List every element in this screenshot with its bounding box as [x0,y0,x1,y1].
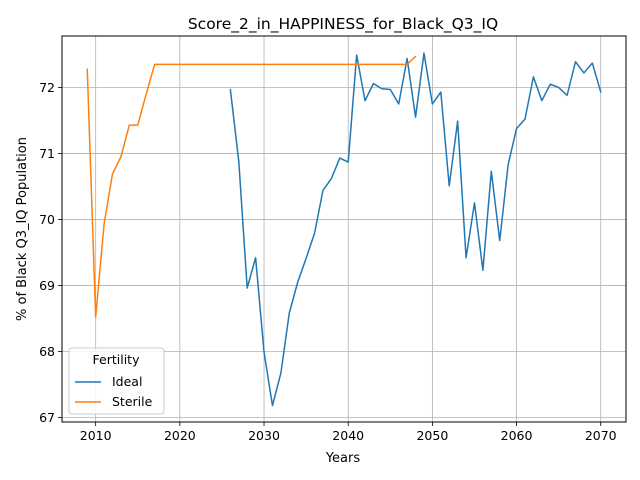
x-tick-label: 2030 [248,428,280,443]
x-tick-label: 2020 [164,428,196,443]
y-tick-label: 70 [39,212,55,227]
legend-box [68,347,165,415]
y-tick-label: 67 [39,410,55,425]
plot-frame [61,35,627,423]
x-tick-label: 2010 [80,428,112,443]
y-tick-label: 68 [39,344,55,359]
y-axis: 67 68 69 70 71 72 [39,80,62,425]
y-tick-label: 72 [39,80,55,95]
x-tick-label: 2050 [416,428,448,443]
x-tick-label: 2040 [332,428,364,443]
legend: Fertility Ideal Sterile [68,347,165,415]
series-line-ideal [229,52,602,407]
legend-entry-ideal: Ideal [112,374,142,389]
series-line-sterile [86,55,417,318]
x-tick-label: 2060 [501,428,533,443]
legend-entry-sterile: Sterile [112,394,153,409]
x-tick-label: 2070 [585,428,617,443]
series-layer [86,52,602,407]
y-tick-label: 69 [39,278,55,293]
y-axis-label: % of Black Q3_IQ Population [15,137,30,321]
x-axis-label: Years [325,451,361,466]
x-axis: 2010 2020 2030 2040 2050 2060 2070 [80,422,617,443]
legend-title: Fertility [93,352,141,367]
y-tick-label: 71 [39,146,55,161]
chart-title: Score_2_in_HAPPINESS_for_Black_Q3_IQ [188,15,498,34]
